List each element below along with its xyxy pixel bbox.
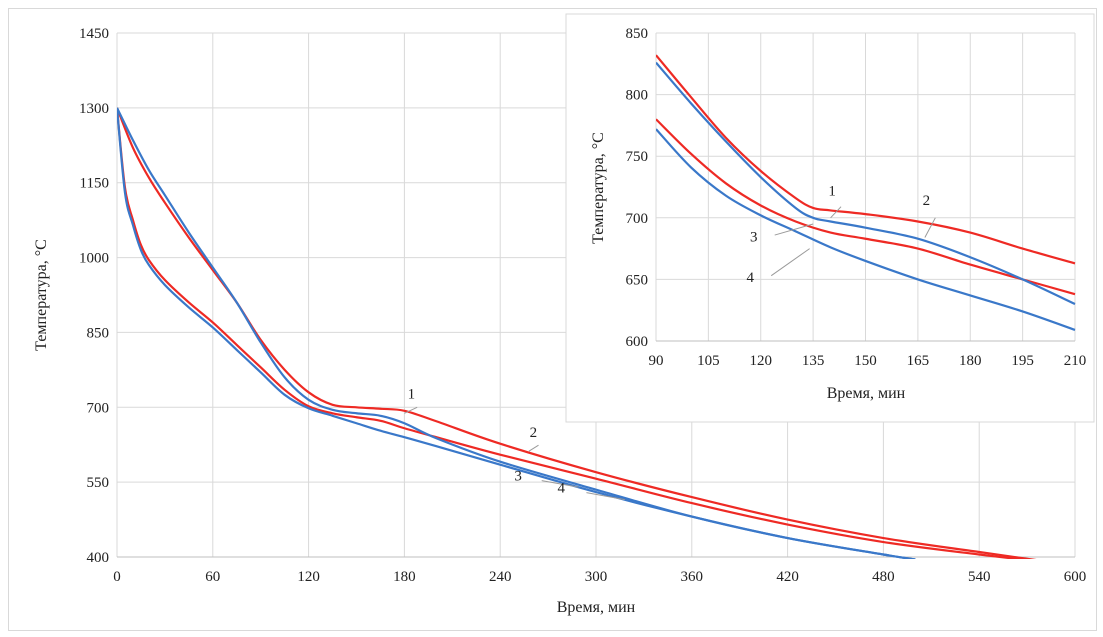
y-tick-label: 1300 xyxy=(79,101,109,117)
x-tick-label: 135 xyxy=(802,353,825,369)
curve-label-4: 4 xyxy=(557,481,565,497)
x-tick-label: 240 xyxy=(489,569,512,585)
x-tick-label: 90 xyxy=(649,353,664,369)
x-axis-title: Время, мин xyxy=(827,385,906,402)
curve-label-2: 2 xyxy=(530,425,538,441)
x-tick-label: 300 xyxy=(585,569,608,585)
x-tick-label: 180 xyxy=(393,569,416,585)
annotation-leader xyxy=(924,217,936,238)
x-tick-label: 150 xyxy=(854,353,877,369)
main-series-4-line xyxy=(117,107,916,559)
curve-label-4: 4 xyxy=(746,270,754,286)
x-tick-label: 120 xyxy=(750,353,773,369)
main-series-1-line xyxy=(117,107,1037,559)
x-tick-label: 60 xyxy=(205,569,220,585)
x-tick-label: 210 xyxy=(1064,353,1087,369)
main-series-2-line xyxy=(117,107,1028,559)
curve-label-1: 1 xyxy=(408,386,416,402)
curve-label-3: 3 xyxy=(514,469,522,485)
curve-label-2: 2 xyxy=(923,193,931,209)
y-axis-title: Температура, °C xyxy=(590,132,607,244)
inset-series-1-line xyxy=(656,54,1076,265)
y-tick-label: 400 xyxy=(87,550,110,566)
y-tick-label: 1150 xyxy=(80,176,109,192)
y-tick-label: 700 xyxy=(626,211,649,227)
y-axis-title: Температура, °C xyxy=(33,239,50,351)
x-axis-title: Время, мин xyxy=(557,599,636,616)
y-tick-label: 850 xyxy=(626,26,649,42)
y-tick-label: 650 xyxy=(626,272,649,288)
y-tick-label: 750 xyxy=(626,149,649,165)
inset-series-4-line xyxy=(656,61,1076,306)
x-tick-label: 420 xyxy=(776,569,799,585)
y-tick-label: 1000 xyxy=(79,251,109,267)
x-tick-label: 195 xyxy=(1011,353,1034,369)
x-tick-label: 0 xyxy=(113,569,121,585)
y-tick-label: 600 xyxy=(626,334,649,350)
x-tick-label: 120 xyxy=(297,569,320,585)
curve-label-1: 1 xyxy=(828,183,836,199)
x-tick-label: 180 xyxy=(959,353,982,369)
x-tick-label: 540 xyxy=(968,569,991,585)
y-tick-label: 800 xyxy=(626,88,649,104)
inset-series-2-line xyxy=(656,118,1076,296)
annotation-leader xyxy=(541,480,579,488)
annotation-leader xyxy=(586,492,625,501)
annotation-leader xyxy=(774,223,814,236)
inset-series-3-line xyxy=(656,128,1076,331)
curve-label-3: 3 xyxy=(750,230,758,246)
inset-chart: 90 105 120 135 150 165 180 195 210 600 650 700 750 80… xyxy=(565,13,1095,423)
y-tick-label: 850 xyxy=(87,325,110,341)
annotation-leader xyxy=(528,444,539,452)
x-tick-label: 165 xyxy=(907,353,930,369)
annotation-leader xyxy=(404,406,418,414)
y-tick-label: 550 xyxy=(87,475,110,491)
annotation-leader xyxy=(770,248,810,277)
x-tick-label: 105 xyxy=(697,353,720,369)
x-tick-label: 480 xyxy=(872,569,895,585)
y-tick-label: 1450 xyxy=(79,26,109,42)
x-tick-label: 600 xyxy=(1064,569,1087,585)
y-tick-label: 700 xyxy=(87,400,110,416)
main-chart: 0 60 120 180 240 300 360 420 480 540 600 400 550 700 8… xyxy=(33,26,1086,616)
x-tick-label: 360 xyxy=(681,569,704,585)
annotation-leader xyxy=(830,206,842,219)
